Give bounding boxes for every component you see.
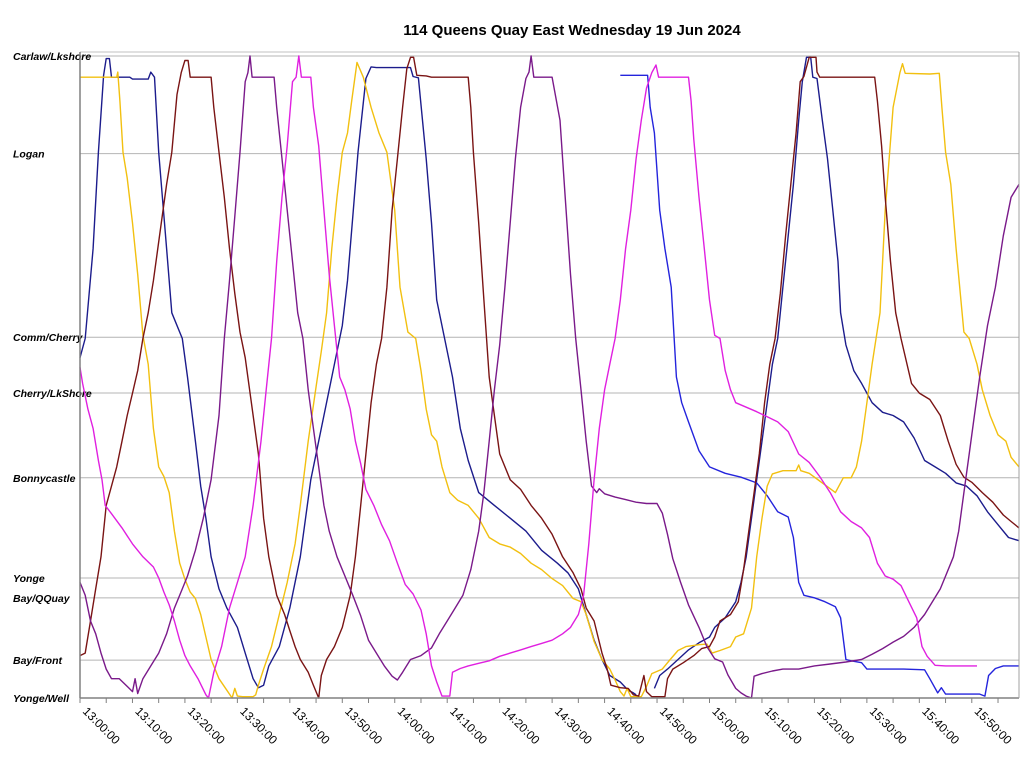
series-line-purple xyxy=(79,55,1020,699)
series-line-gold xyxy=(80,61,1020,699)
axes xyxy=(79,52,1020,703)
series-line-maroon xyxy=(79,56,1020,699)
y-tick-label: Yonge xyxy=(13,573,45,585)
y-tick-label: Logan xyxy=(13,149,45,161)
chart-title: 114 Queens Quay East Wednesday 19 Jun 20… xyxy=(403,22,741,39)
y-tick-label: Carlaw/Lkshore xyxy=(13,51,91,63)
series-line-navy xyxy=(653,56,1020,689)
y-axis-labels: Carlaw/Lkshore Logan Comm/Cherry Cherry/LkS… xyxy=(13,51,92,705)
series-line-navy xyxy=(79,57,637,696)
y-tick-label: Cherry/LkShore xyxy=(13,388,92,400)
series-line-magenta xyxy=(79,55,977,699)
y-tick-label: Comm/Cherry xyxy=(13,332,84,344)
gridlines xyxy=(80,51,1019,661)
series-lines xyxy=(79,55,1020,699)
y-tick-label: Bay/Front xyxy=(13,655,63,667)
y-tick-label: Bay/QQuay xyxy=(13,593,71,605)
series-line-royal-blue xyxy=(620,74,1019,697)
y-tick-label: Bonnycastle xyxy=(13,473,76,485)
y-tick-label: Yonge/Well xyxy=(13,693,70,705)
